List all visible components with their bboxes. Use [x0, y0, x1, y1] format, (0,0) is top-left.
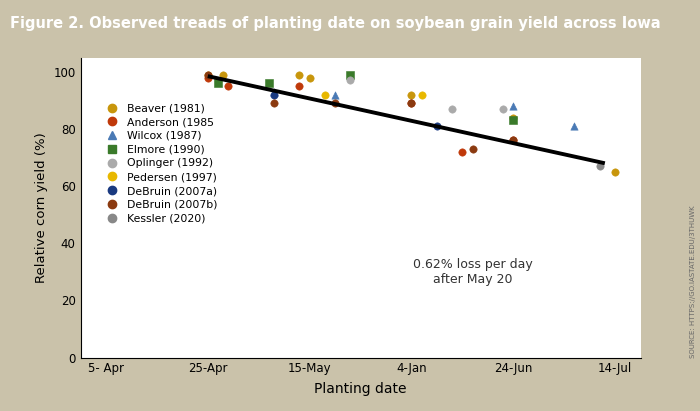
- Point: [202, 72, 214, 78]
- Point: [202, 72, 214, 78]
- Point: [268, 100, 279, 106]
- Point: [508, 117, 519, 124]
- Point: [406, 100, 417, 106]
- Point: [263, 80, 274, 87]
- Point: [416, 91, 427, 98]
- Point: [294, 83, 305, 90]
- Point: [456, 148, 468, 155]
- Point: [568, 123, 580, 129]
- Point: [304, 74, 315, 81]
- Point: [212, 80, 223, 87]
- Point: [330, 91, 341, 98]
- Point: [431, 123, 442, 129]
- Point: [268, 88, 279, 95]
- Y-axis label: Relative corn yield (%): Relative corn yield (%): [35, 132, 48, 283]
- Point: [218, 72, 229, 78]
- Point: [319, 91, 330, 98]
- Point: [202, 74, 214, 81]
- Point: [467, 145, 478, 152]
- Point: [447, 106, 458, 112]
- Text: 0.62% loss per day
after May 20: 0.62% loss per day after May 20: [412, 258, 533, 286]
- Point: [610, 169, 621, 175]
- Point: [508, 114, 519, 121]
- Legend: Beaver (1981), Anderson (1985, Wilcox (1987), Elmore (1990), Oplinger (1992), Pe: Beaver (1981), Anderson (1985, Wilcox (1…: [97, 99, 223, 228]
- Point: [498, 106, 509, 112]
- Text: SOURCE: HTTPS://GO.IASTATE.EDU/3THUWK: SOURCE: HTTPS://GO.IASTATE.EDU/3THUWK: [690, 205, 696, 358]
- Point: [508, 103, 519, 109]
- Point: [268, 91, 279, 98]
- Point: [508, 137, 519, 144]
- Point: [406, 91, 417, 98]
- Point: [330, 100, 341, 106]
- Text: Figure 2. Observed treads of planting date on soybean grain yield across Iowa: Figure 2. Observed treads of planting da…: [10, 16, 661, 31]
- Point: [594, 163, 606, 169]
- Point: [406, 100, 417, 106]
- Point: [344, 72, 356, 78]
- X-axis label: Planting date: Planting date: [314, 382, 407, 396]
- Point: [508, 137, 519, 144]
- Point: [294, 72, 305, 78]
- Point: [223, 83, 234, 90]
- Point: [344, 77, 356, 84]
